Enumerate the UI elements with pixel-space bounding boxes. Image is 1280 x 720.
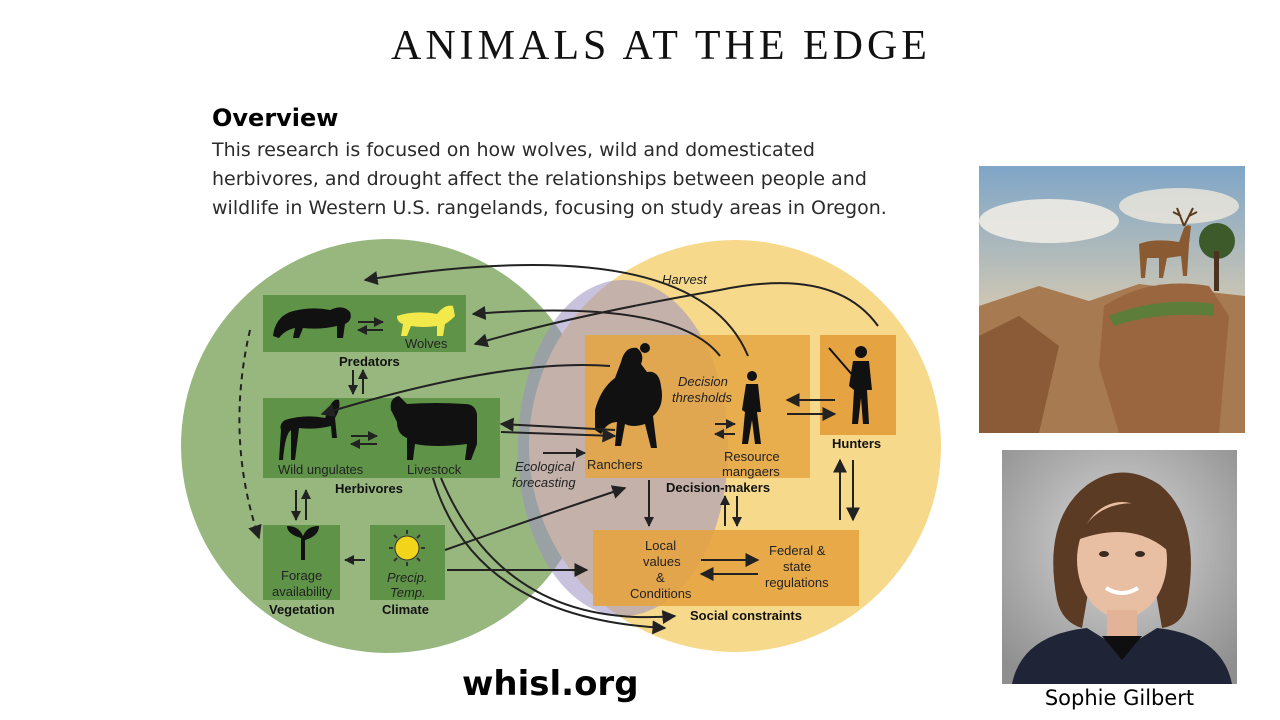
wild-ungulates-label: Wild ungulates <box>278 462 364 477</box>
predators-label: Predators <box>339 354 400 369</box>
federal-regulations-label: regulations <box>765 575 829 590</box>
temp-label: Temp. <box>390 585 426 600</box>
social-constraints-label: Social constraints <box>690 608 802 623</box>
decision-thresholds-label: thresholds <box>672 390 732 405</box>
ecological-forecasting-label: forecasting <box>512 475 576 490</box>
federal-regulations-label: Federal & <box>769 543 826 558</box>
ecological-forecasting-label: Ecological <box>515 459 575 474</box>
decision-thresholds-label: Decision <box>678 374 728 389</box>
wolves-label: Wolves <box>405 336 448 351</box>
slide-title: ANIMALS AT THE EDGE <box>391 23 931 69</box>
social-constraints-box <box>593 530 859 606</box>
overview-line: herbivores, and drought affect the relat… <box>212 168 867 190</box>
ranchers-label: Ranchers <box>587 457 643 472</box>
overview-text: This research is focused on how wolves, … <box>212 136 912 223</box>
forage-label: Forage <box>281 568 322 583</box>
overview-heading: Overview <box>212 104 339 132</box>
climate-label: Climate <box>382 602 429 617</box>
plant-icon <box>287 526 319 560</box>
local-values-label: Local <box>645 538 676 553</box>
cow-icon <box>390 396 477 460</box>
hunter-icon <box>828 346 872 424</box>
resource-managers-label: mangaers <box>722 464 780 479</box>
social-ecological-diagram: Harvest Wolves Predators Wild ungulates … <box>181 239 941 653</box>
overview-line: This research is focused on how wolves, … <box>212 139 815 161</box>
resource-manager-icon <box>742 371 761 444</box>
deer-cliff-image <box>979 166 1245 433</box>
herbivores-label: Herbivores <box>335 481 403 496</box>
vegetation-label: Vegetation <box>269 602 335 617</box>
local-values-label: Conditions <box>630 586 692 601</box>
deer-icon <box>279 399 340 460</box>
hunters-label: Hunters <box>832 436 881 451</box>
local-values-label: & <box>656 570 665 585</box>
overview-line: wildlife in Western U.S. rangelands, foc… <box>212 197 887 219</box>
sun-icon <box>389 530 425 566</box>
diagram-arrows <box>238 264 879 635</box>
rancher-horse-icon <box>595 343 662 448</box>
resource-managers-label: Resource <box>724 449 780 464</box>
website-url: whisl.org <box>462 664 639 704</box>
harvest-label: Harvest <box>662 272 708 287</box>
forage-label: availability <box>272 584 332 599</box>
photo-caption: Sophie Gilbert <box>1044 686 1195 710</box>
decision-makers-label: Decision-makers <box>666 480 770 495</box>
cougar-icon <box>273 307 351 338</box>
livestock-label: Livestock <box>407 462 462 477</box>
federal-regulations-label: state <box>783 559 811 574</box>
wolf-icon <box>397 305 455 336</box>
local-values-label: values <box>643 554 681 569</box>
sophie-gilbert-photo <box>1002 450 1237 684</box>
precip-label: Precip. <box>387 570 427 585</box>
